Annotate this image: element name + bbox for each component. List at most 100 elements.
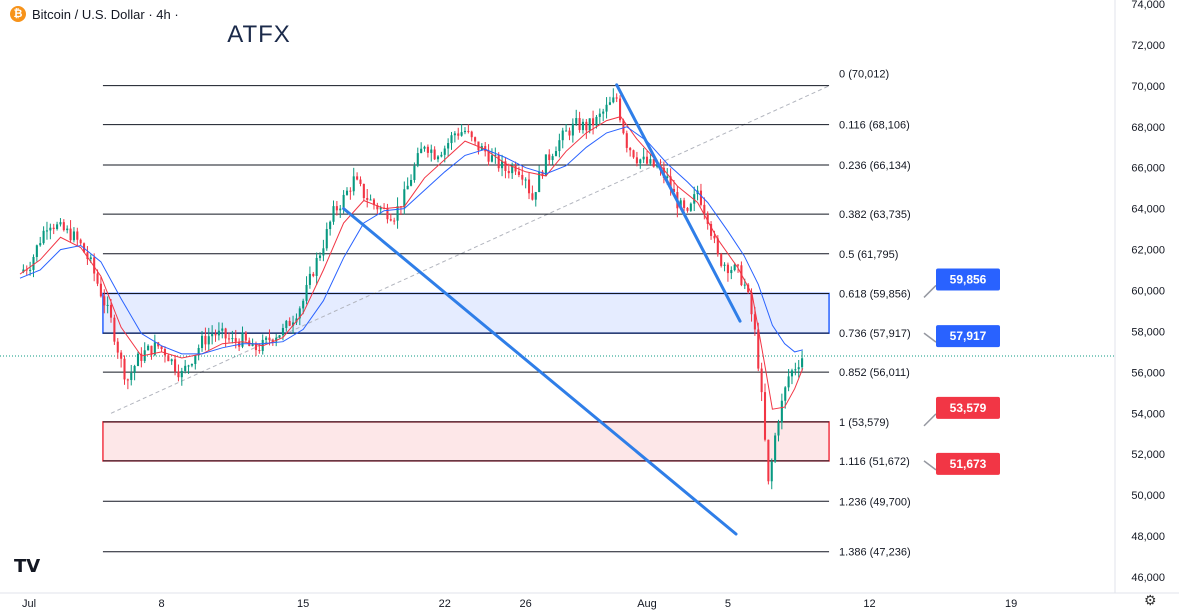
candle-body [622,120,625,134]
badge-layer: 59,856 57,917 53,579 51,673 [923,268,1000,475]
candle-body [666,176,669,178]
candle-body [757,329,760,369]
candle-body [433,149,436,160]
candle-body [211,334,214,337]
y-tick-label: 64,000 [1131,204,1165,216]
candle-body [693,194,696,204]
candle-body [292,322,295,326]
candle-body [187,365,190,367]
candle-body [79,239,82,244]
candle-body [106,304,109,306]
candle-body [386,208,389,220]
candle-body [217,330,220,336]
candle-body [59,222,62,225]
candle-body [774,435,777,462]
candle-body [241,332,244,347]
fib-label: 0.236 (66,134) [839,160,911,172]
candle-body [42,230,45,244]
candle-body [568,130,571,136]
candle-body [86,252,89,260]
y-tick-label: 74,000 [1131,0,1165,11]
candle-body [430,149,433,153]
candle-body [713,235,716,239]
candle-body [477,141,480,151]
candle-body [733,264,736,271]
candle-body [160,346,163,349]
candle-body [770,461,773,482]
tradingview-logo[interactable]: TV [14,556,41,577]
candle-body [598,113,601,117]
trend-layer [342,83,742,536]
candle-body [794,369,797,371]
candle-body [349,190,352,192]
candle-body [103,296,106,306]
candle-body [32,256,35,270]
candle-body [315,257,318,276]
candle-body [96,273,99,284]
fib-label: 0.382 (63,735) [839,209,911,221]
candle-body [254,343,258,351]
candle-body [133,365,136,373]
candle-body [268,337,271,341]
candle-body [76,231,79,240]
candle-body [265,337,268,340]
candle-body [501,161,504,169]
candle-body [389,219,392,221]
candle-body [440,154,443,157]
candle-body [366,197,369,200]
candle-body [200,335,204,348]
fib-label: 1.236 (49,700) [839,496,911,508]
symbol-title[interactable]: Bitcoin / U.S. Dollar · 4h · [32,6,179,22]
candle-body [22,269,25,273]
candle-body [167,355,170,362]
candle-body [497,154,500,169]
candle-body [298,308,301,319]
candle-body [352,176,355,192]
candle-body [585,121,588,131]
candle-body [369,199,372,201]
candle-body [561,130,564,141]
candle-body [551,156,554,161]
candle-body [163,348,167,356]
candle-body [565,130,568,132]
y-tick-label: 72,000 [1131,40,1165,52]
candle-body [672,188,676,193]
ma-fast-line [19,116,804,410]
candle-body [784,387,787,401]
candle-body [170,359,173,362]
candle-body [130,372,133,381]
y-tick-label: 70,000 [1131,81,1165,93]
candle-body [322,248,325,256]
candle-body [409,179,413,186]
candle-body [649,159,652,164]
candle-body [62,222,65,231]
candle-body [706,213,709,224]
candle-body [335,206,338,211]
candle-body [372,199,376,206]
candle-body [295,318,298,323]
gear-icon[interactable]: ⚙ [1144,592,1157,608]
y-tick-label: 56,000 [1131,367,1165,379]
candle-body [592,118,595,126]
candle-body [204,335,207,345]
candle-body [487,151,490,162]
x-tick-label: 5 [725,598,731,610]
candle-body [308,273,311,285]
x-tick-label: 26 [520,598,532,610]
candle-body [548,154,551,161]
candle-body [153,342,156,355]
y-tick-label: 58,000 [1131,326,1165,338]
candle-body [453,133,456,136]
candle-body [703,204,706,214]
candle-body [619,98,622,121]
candle-body [393,220,396,222]
candle-body [93,257,96,274]
candle-body [413,165,416,180]
candle-body [736,264,740,266]
price-badge-label: 53,579 [950,401,987,415]
candle-body [305,284,308,301]
candle-body [194,355,197,365]
candle-body [467,130,470,132]
candle-body [554,151,558,157]
